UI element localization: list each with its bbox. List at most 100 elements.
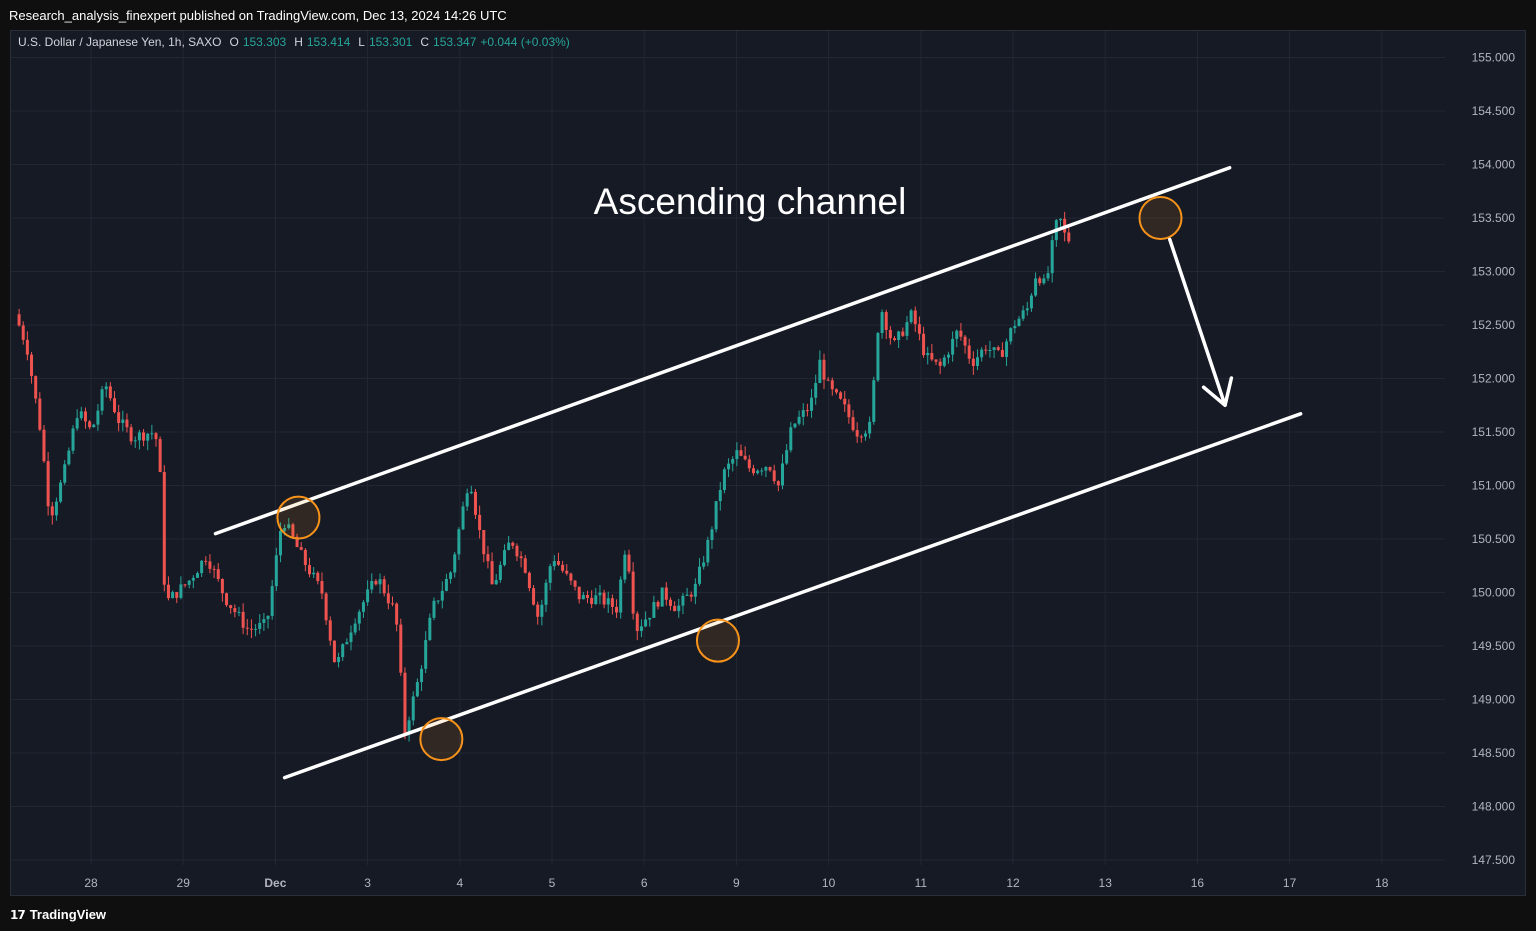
- candle-body: [648, 617, 652, 620]
- candle-body: [287, 524, 291, 529]
- candle-body: [100, 389, 104, 411]
- candle-body: [747, 459, 751, 469]
- candle-body: [893, 338, 897, 340]
- candle-body: [229, 605, 233, 609]
- candle-body: [1058, 218, 1062, 221]
- candle-body: [179, 584, 183, 598]
- price-tick-label: 151.000: [1472, 479, 1516, 493]
- candle-body: [332, 640, 336, 663]
- footer-brand[interactable]: 𝟭𝟳 TradingView: [0, 898, 1536, 931]
- candle-body: [971, 358, 975, 366]
- candle-body: [689, 594, 693, 597]
- candle-body: [1038, 278, 1042, 284]
- candle-body: [453, 554, 457, 573]
- projection-arrow-head[interactable]: [1201, 376, 1234, 407]
- channel-annotation[interactable]: Ascending channel: [594, 181, 907, 222]
- candle-body: [743, 455, 747, 460]
- candle-body: [685, 594, 689, 596]
- candle-body: [590, 597, 594, 605]
- price-axis[interactable]: 147.500 148.000 148.500 149.000 149.500 150.0…: [1472, 51, 1516, 868]
- candle-body: [826, 379, 830, 381]
- projection-arrow-shaft[interactable]: [1167, 237, 1227, 407]
- candle-body: [38, 398, 42, 430]
- candle-body: [793, 423, 797, 428]
- candle-body: [166, 584, 170, 599]
- candle-body: [901, 331, 905, 336]
- touch-point-circle[interactable]: [276, 495, 321, 540]
- candle-body: [378, 579, 382, 585]
- candle-body: [498, 565, 502, 580]
- candle-body: [731, 459, 735, 464]
- candle-body: [270, 586, 274, 616]
- candle-body: [511, 542, 515, 546]
- candle-body: [785, 450, 789, 464]
- candle-body: [863, 433, 867, 437]
- candle-body: [540, 604, 544, 617]
- candle-body: [407, 720, 411, 734]
- candle-body: [515, 545, 519, 557]
- channel-lower-line[interactable]: [282, 412, 1303, 780]
- candle-body: [183, 584, 187, 586]
- candle-body: [623, 554, 627, 580]
- candle-body: [133, 440, 137, 442]
- candle-body: [449, 572, 453, 579]
- candle-body: [175, 592, 179, 598]
- candle-body: [482, 530, 486, 555]
- candle-body: [113, 398, 117, 413]
- candle-body: [942, 357, 946, 366]
- candle-body: [926, 353, 930, 356]
- price-tick-label: 150.000: [1472, 586, 1516, 600]
- candle-body: [220, 579, 224, 594]
- candle-body: [644, 619, 648, 627]
- price-tick-label: 148.500: [1472, 746, 1516, 760]
- chart-pane[interactable]: [10, 30, 1526, 896]
- candle-body: [789, 427, 793, 451]
- candle-body: [913, 310, 917, 325]
- candle-body: [490, 561, 494, 585]
- candle-body: [75, 418, 79, 429]
- price-tick-label: 149.000: [1472, 693, 1516, 707]
- candle-body: [996, 347, 1000, 350]
- candle-body: [104, 386, 108, 390]
- channel-upper-line[interactable]: [213, 165, 1232, 536]
- time-axis[interactable]: 28 29 Dec 3 4 5 6 9 10 11 12 13 16 17 18: [84, 876, 1388, 890]
- candle-body: [328, 620, 332, 641]
- candle-body: [299, 547, 303, 550]
- candle-body: [561, 564, 565, 571]
- candle-body: [79, 411, 83, 419]
- touch-point-circle[interactable]: [1138, 196, 1183, 240]
- candle-body: [337, 657, 341, 663]
- drawings[interactable]: [213, 165, 1303, 780]
- candle-body: [374, 580, 378, 585]
- candle-body: [585, 594, 589, 598]
- candle-body: [187, 580, 191, 585]
- price-tick-label: 150.500: [1472, 532, 1516, 546]
- touch-point-circle[interactable]: [419, 717, 464, 762]
- candle-body: [768, 467, 772, 471]
- candle-body: [897, 331, 901, 340]
- candle-body: [399, 624, 403, 673]
- candle-body: [424, 640, 428, 669]
- time-tick-label: 18: [1375, 876, 1389, 890]
- candle-body: [278, 530, 282, 556]
- candle-body: [673, 605, 677, 612]
- candle-body: [615, 606, 619, 613]
- candle-body: [855, 430, 859, 437]
- candle-body: [739, 450, 743, 456]
- candle-body: [1050, 240, 1054, 274]
- candle-body: [83, 411, 87, 422]
- candle-body: [320, 581, 324, 594]
- candle-body: [295, 536, 299, 548]
- touch-point-circle[interactable]: [695, 618, 740, 663]
- candle-body: [660, 587, 664, 607]
- candle-body: [324, 593, 328, 621]
- candle-body: [635, 613, 639, 632]
- candle-body: [532, 588, 536, 605]
- symbol-legend[interactable]: U.S. Dollar / Japanese Yen, 1h, SAXO O 15…: [18, 35, 570, 49]
- price-tick-label: 147.500: [1472, 853, 1516, 867]
- candle-body: [664, 587, 668, 600]
- candle-body: [523, 558, 527, 573]
- candle-body: [992, 347, 996, 350]
- candle-body: [905, 322, 909, 336]
